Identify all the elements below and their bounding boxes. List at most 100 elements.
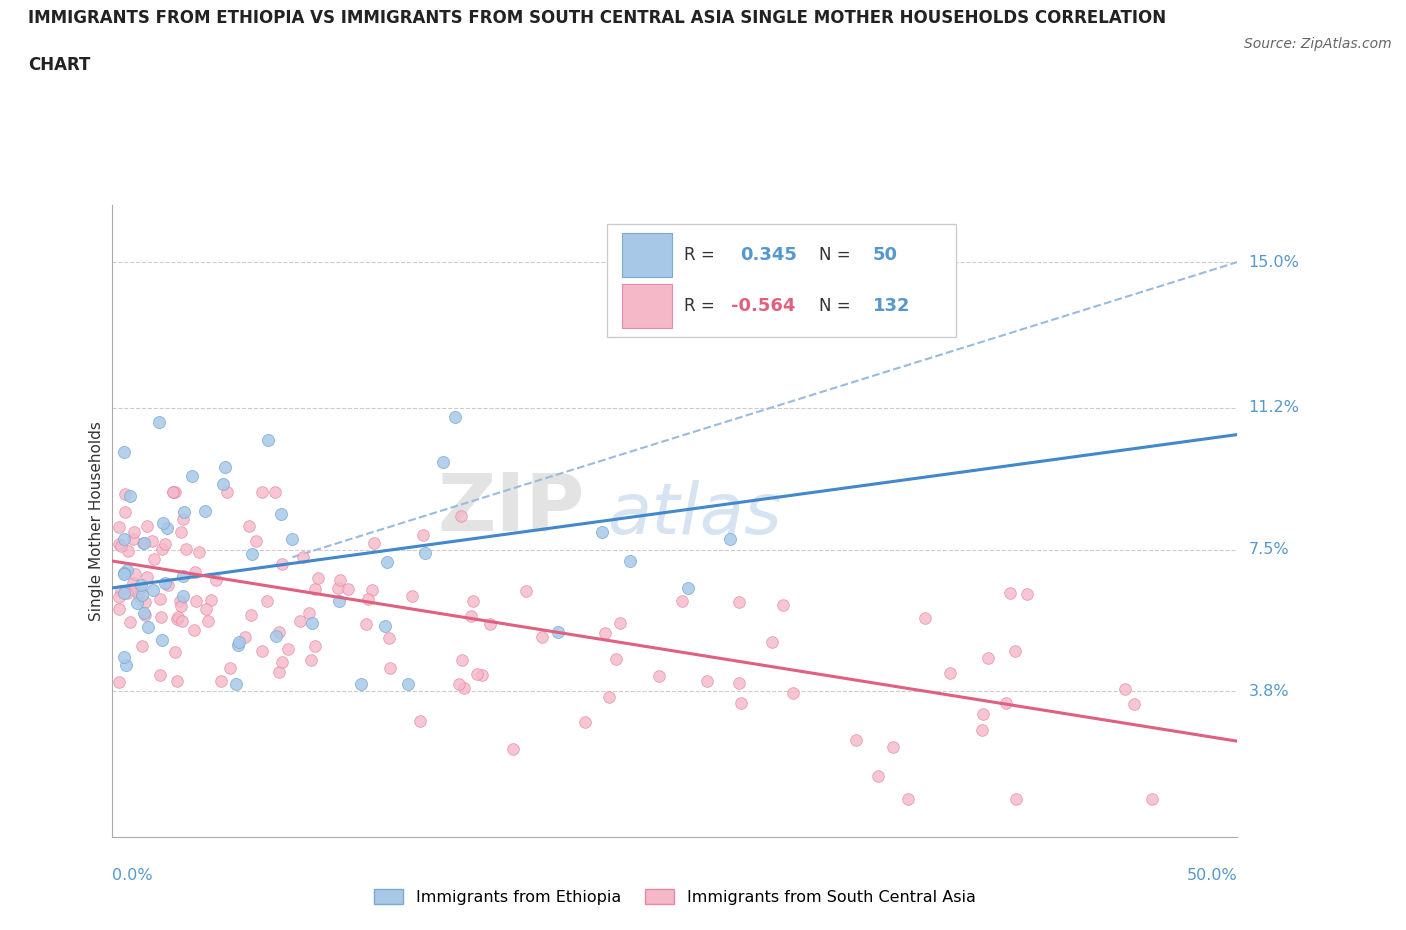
Point (547, 624, 569, 639)
Point (380, 661, 402, 676)
Point (271, 655, 294, 670)
Point (299, 653, 322, 668)
Point (972, 706, 994, 721)
Point (591, 525, 613, 540)
Point (240, 546, 263, 561)
Text: Source: ZipAtlas.com: Source: ZipAtlas.com (1244, 37, 1392, 51)
Point (782, 685, 804, 700)
Point (250, 485, 273, 499)
Text: 15.0%: 15.0% (1249, 255, 1299, 270)
Point (761, 634, 783, 649)
Point (605, 652, 627, 667)
Point (197, 614, 219, 629)
Point (195, 602, 218, 617)
Point (165, 485, 187, 499)
Point (108, 674, 131, 689)
FancyBboxPatch shape (607, 223, 956, 338)
Point (463, 594, 485, 609)
Point (449, 677, 471, 692)
Point (194, 503, 217, 518)
Point (267, 624, 290, 639)
Point (184, 593, 207, 608)
Point (170, 614, 193, 629)
Point (108, 537, 131, 551)
Point (108, 590, 131, 604)
Point (444, 409, 467, 424)
Point (1122, 697, 1144, 711)
Point (112, 649, 135, 664)
Point (122, 531, 145, 546)
Point (200, 592, 222, 607)
Point (110, 538, 132, 553)
Point (169, 593, 191, 608)
Point (132, 535, 155, 550)
Point (117, 543, 139, 558)
Legend: Immigrants from Ethiopia, Immigrants from South Central Asia: Immigrants from Ethiopia, Immigrants fro… (368, 883, 981, 911)
Point (361, 582, 384, 597)
Point (114, 486, 136, 501)
Point (297, 605, 319, 620)
Point (1015, 586, 1038, 601)
Point (998, 585, 1021, 600)
Point (288, 614, 311, 629)
Point (363, 536, 385, 551)
Point (129, 581, 152, 596)
Point (134, 607, 156, 622)
Text: R =: R = (683, 297, 714, 314)
Point (845, 733, 868, 748)
Point (150, 609, 173, 624)
Point (124, 566, 146, 581)
Point (152, 516, 174, 531)
Point (374, 618, 396, 633)
Point (218, 660, 240, 675)
Point (336, 581, 359, 596)
Point (1004, 644, 1026, 658)
Point (132, 536, 155, 551)
Point (214, 459, 236, 474)
Point (118, 488, 141, 503)
Point (132, 605, 155, 620)
Point (108, 602, 131, 617)
Point (162, 485, 184, 499)
Point (304, 639, 326, 654)
Point (450, 509, 472, 524)
Point (129, 578, 152, 592)
Point (728, 595, 751, 610)
Point (181, 469, 204, 484)
Point (172, 589, 194, 604)
Point (112, 565, 135, 580)
Point (225, 676, 247, 691)
Point (162, 485, 184, 499)
Text: 50.0%: 50.0% (1187, 868, 1237, 883)
Point (301, 615, 323, 630)
Point (115, 658, 138, 672)
Point (328, 580, 350, 595)
Point (112, 532, 135, 547)
Point (217, 485, 239, 499)
Point (250, 644, 273, 658)
Point (156, 521, 179, 536)
Point (292, 550, 315, 565)
Point (432, 455, 454, 470)
Text: -0.564: -0.564 (731, 297, 796, 314)
Point (515, 584, 537, 599)
Point (205, 573, 228, 588)
Point (264, 485, 287, 499)
Point (148, 415, 170, 430)
Point (142, 583, 165, 598)
Point (172, 568, 194, 583)
Point (245, 533, 267, 548)
Point (117, 563, 139, 578)
Point (593, 626, 616, 641)
Point (720, 531, 742, 546)
Point (122, 576, 145, 591)
Point (172, 512, 194, 526)
Point (328, 593, 350, 608)
Text: 0.345: 0.345 (740, 246, 797, 264)
Point (153, 537, 176, 551)
Point (1114, 682, 1136, 697)
Point (1004, 791, 1026, 806)
Point (270, 507, 292, 522)
Point (136, 619, 159, 634)
Point (696, 674, 718, 689)
